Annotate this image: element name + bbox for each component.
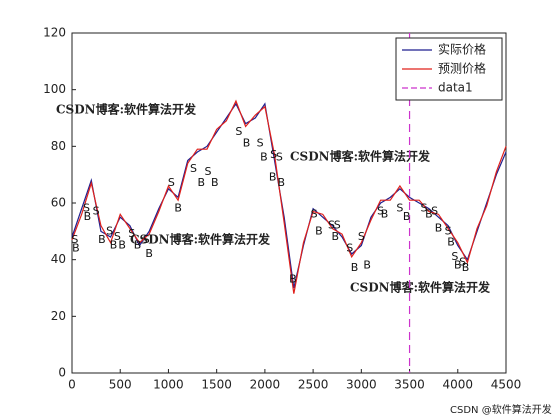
annotation: B (425, 207, 433, 220)
y-tick-label: 0 (58, 366, 66, 380)
y-tick-label: 120 (43, 26, 66, 40)
x-tick-label: 4500 (491, 378, 522, 392)
annotation: S (128, 227, 135, 240)
annotation: B (84, 210, 92, 223)
watermark: CSDN博客:软件算法开发 (56, 102, 197, 117)
x-tick-label: 4000 (443, 378, 474, 392)
annotation: B (72, 241, 80, 254)
annotation: S (396, 202, 403, 215)
annotation: S (421, 202, 428, 215)
annotation: B (174, 202, 182, 215)
x-tick-label: 500 (109, 378, 132, 392)
annotation: S (346, 241, 353, 254)
annotation: S (270, 148, 277, 161)
annotation: S (83, 202, 90, 215)
x-tick-label: 0 (68, 378, 76, 392)
annotation: B (462, 261, 470, 274)
annotation: B (332, 230, 340, 243)
annotation: B (134, 239, 142, 252)
annotation: S (276, 151, 283, 164)
annotation: B (363, 258, 371, 271)
annotation: S (257, 137, 264, 150)
annotation: S (445, 224, 452, 237)
y-tick-label: 100 (43, 82, 66, 96)
legend-label: 预测价格 (438, 61, 486, 76)
x-tick-label: 1000 (153, 378, 184, 392)
y-tick-label: 80 (51, 139, 66, 153)
annotation: B (289, 273, 297, 286)
y-tick-label: 20 (51, 309, 66, 323)
annotation: S (106, 224, 113, 237)
annotation: S (377, 205, 384, 218)
annotation: B (98, 233, 106, 246)
annotation: B (403, 210, 411, 223)
x-tick-label: 1500 (201, 378, 232, 392)
annotation: B (351, 261, 359, 274)
x-tick-label: 3000 (346, 378, 377, 392)
annotation: B (260, 151, 268, 164)
watermark: CSDN博客:软件算法开发 (350, 280, 491, 295)
annotation: S (143, 233, 150, 246)
annotation: B (454, 258, 462, 271)
annotation: S (431, 205, 438, 218)
watermark: CSDN @软件算法开发 (450, 403, 552, 416)
watermark: CSDN博客:软件算法开发 (130, 232, 271, 247)
annotation: S (93, 205, 100, 218)
x-tick-label: 2000 (250, 378, 281, 392)
annotation: S (190, 162, 197, 175)
annotation: B (381, 207, 389, 220)
annotation: B (118, 239, 126, 252)
y-tick-label: 60 (51, 196, 66, 210)
annotation: S (358, 230, 365, 243)
annotation: S (168, 176, 175, 189)
annotation: B (110, 239, 118, 252)
x-tick-label: 2500 (298, 378, 329, 392)
annotation: B (145, 247, 153, 260)
annotation: S (328, 219, 335, 232)
legend-label: data1 (438, 81, 473, 95)
watermark: CSDN博客:软件算法开发 (290, 149, 431, 164)
annotation: B (435, 222, 443, 235)
annotation: B (243, 137, 251, 150)
annotation: B (197, 176, 205, 189)
annotation: S (71, 233, 78, 246)
annotation: S (204, 165, 211, 178)
series-line (71, 99, 507, 294)
x-tick-label: 3500 (394, 378, 425, 392)
y-tick-label: 40 (51, 252, 66, 266)
annotation: S (334, 219, 341, 232)
annotation: B (269, 171, 277, 184)
annotation: B (447, 236, 455, 249)
legend-label: 实际价格 (438, 42, 486, 57)
annotation: B (211, 176, 219, 189)
annotation: S (311, 207, 318, 220)
annotation: S (451, 250, 458, 263)
annotation: B (278, 176, 286, 189)
annotation: S (235, 125, 242, 138)
annotation: S (459, 256, 466, 269)
annotation: S (114, 230, 121, 243)
annotation: B (315, 224, 323, 237)
